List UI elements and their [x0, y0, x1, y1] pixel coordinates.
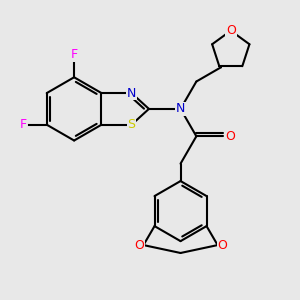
- Text: S: S: [128, 118, 136, 131]
- Text: O: O: [218, 238, 227, 252]
- Text: O: O: [226, 24, 236, 37]
- Text: F: F: [70, 48, 78, 61]
- Text: N: N: [176, 102, 185, 116]
- Text: F: F: [20, 118, 27, 131]
- Text: O: O: [225, 130, 235, 143]
- Text: O: O: [134, 238, 144, 252]
- Text: N: N: [127, 87, 136, 100]
